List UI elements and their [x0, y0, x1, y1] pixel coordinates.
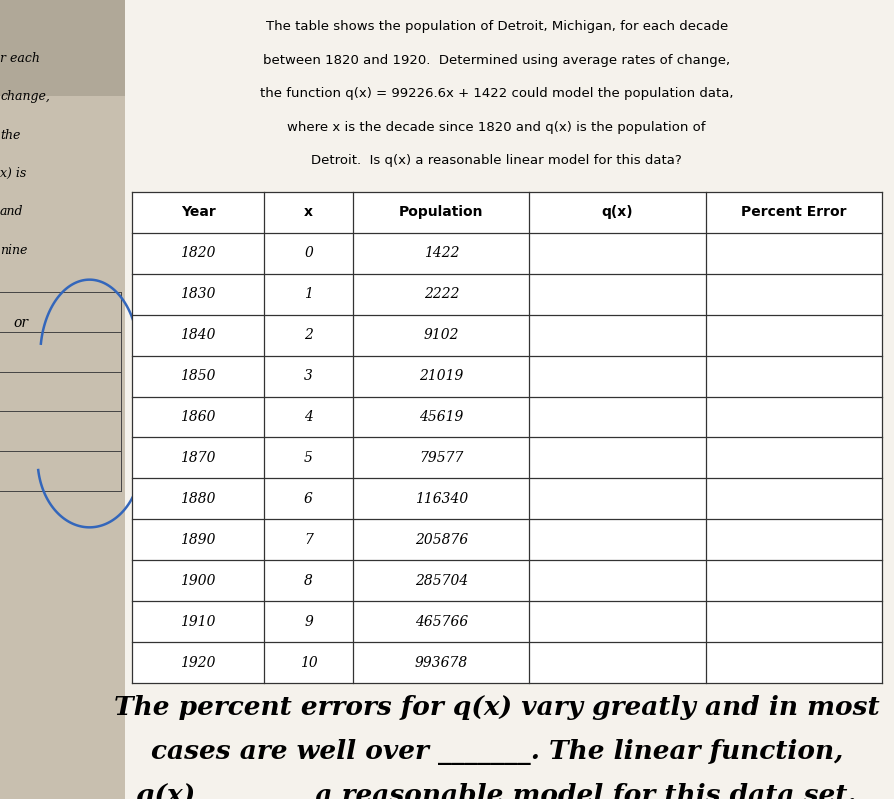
- Text: 1900: 1900: [180, 574, 215, 588]
- Text: Population: Population: [399, 205, 483, 219]
- Text: Year: Year: [181, 205, 215, 219]
- Text: 9: 9: [304, 614, 313, 629]
- Text: where x is the decade since 1820 and q(x) is the population of: where x is the decade since 1820 and q(x…: [287, 121, 705, 133]
- Text: 4: 4: [304, 410, 313, 424]
- Text: 1920: 1920: [180, 656, 215, 670]
- Text: Detroit.  Is q(x) a reasonable linear model for this data?: Detroit. Is q(x) a reasonable linear mod…: [311, 154, 681, 167]
- Text: 2222: 2222: [423, 287, 459, 301]
- Text: 10: 10: [299, 656, 317, 670]
- Text: 1: 1: [304, 287, 313, 301]
- Text: 6: 6: [304, 492, 313, 506]
- Text: 285704: 285704: [415, 574, 468, 588]
- Text: 205876: 205876: [415, 533, 468, 547]
- Text: 1850: 1850: [180, 369, 215, 383]
- Text: 1870: 1870: [180, 451, 215, 465]
- Text: cases are well over _______. The linear function,: cases are well over _______. The linear …: [150, 739, 842, 765]
- Text: the: the: [0, 129, 21, 141]
- Text: The table shows the population of Detroit, Michigan, for each decade: The table shows the population of Detroi…: [266, 20, 727, 33]
- Text: and: and: [0, 205, 23, 218]
- Text: 1910: 1910: [180, 614, 215, 629]
- Text: 1830: 1830: [180, 287, 215, 301]
- Text: 0: 0: [304, 246, 313, 260]
- Text: 1880: 1880: [180, 492, 215, 506]
- Text: q(x): q(x): [601, 205, 633, 219]
- Text: x: x: [304, 205, 313, 219]
- Text: 2: 2: [304, 328, 313, 342]
- Text: 79577: 79577: [418, 451, 463, 465]
- Text: nine: nine: [0, 244, 28, 256]
- Text: 3: 3: [304, 369, 313, 383]
- Text: The percent errors for q(x) vary greatly and in most: The percent errors for q(x) vary greatly…: [114, 695, 879, 720]
- Text: 1422: 1422: [423, 246, 459, 260]
- Text: 21019: 21019: [418, 369, 463, 383]
- Text: 465766: 465766: [415, 614, 468, 629]
- Text: 993678: 993678: [415, 656, 468, 670]
- Text: the function q(x) = 99226.6x + 1422 could model the population data,: the function q(x) = 99226.6x + 1422 coul…: [259, 87, 733, 100]
- Text: change,: change,: [0, 90, 50, 103]
- Text: between 1820 and 1920.  Determined using average rates of change,: between 1820 and 1920. Determined using …: [263, 54, 730, 66]
- Text: 116340: 116340: [415, 492, 468, 506]
- Text: Percent Error: Percent Error: [740, 205, 846, 219]
- Text: q(x), _______ a reasonable model for this data set.: q(x), _______ a reasonable model for thi…: [136, 783, 856, 799]
- Text: 1840: 1840: [180, 328, 215, 342]
- Text: r each: r each: [0, 52, 40, 65]
- Text: 7: 7: [304, 533, 313, 547]
- Text: 8: 8: [304, 574, 313, 588]
- Text: 5: 5: [304, 451, 313, 465]
- Text: 1860: 1860: [180, 410, 215, 424]
- Text: 9102: 9102: [423, 328, 459, 342]
- Text: 45619: 45619: [418, 410, 463, 424]
- Text: 1890: 1890: [180, 533, 215, 547]
- Text: 1820: 1820: [180, 246, 215, 260]
- Text: x) is: x) is: [0, 167, 26, 180]
- Text: or: or: [13, 316, 29, 330]
